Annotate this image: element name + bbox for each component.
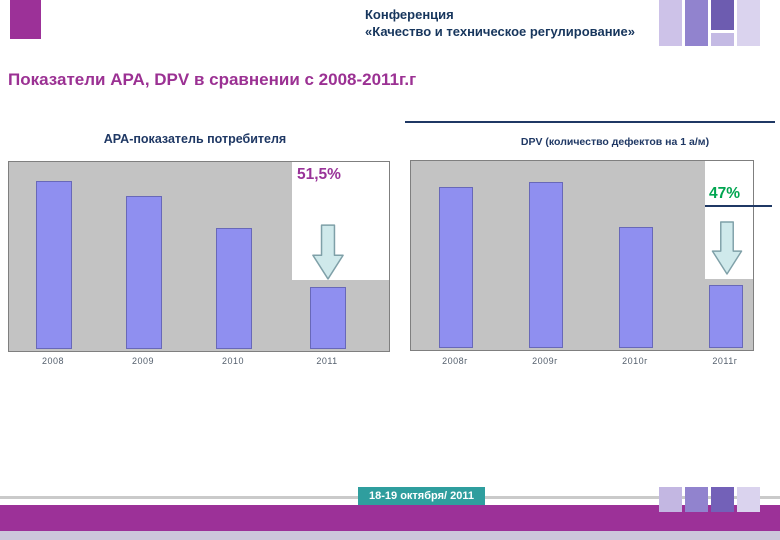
decorative-square <box>711 33 734 46</box>
dpv-annotation-rule <box>705 205 772 207</box>
down-arrow-icon <box>711 221 743 275</box>
bar-2008 <box>36 181 72 349</box>
apa-x-axis: 2008 2009 2010 2011 <box>8 356 390 368</box>
x-axis-label: 2010 <box>221 356 245 366</box>
bar-2010г <box>619 227 653 348</box>
x-axis-label: 2009г <box>532 356 558 366</box>
page-title: Показатели APA, DPV в сравнении с 2008-2… <box>8 70 417 89</box>
corner-accent-rect <box>10 0 41 39</box>
x-axis-label: 2008г <box>442 356 468 366</box>
decorative-square <box>685 0 708 46</box>
bar-2009г <box>529 182 563 348</box>
dpv-chart-title: DPV (количество дефектов на 1 а/м) <box>520 136 710 148</box>
bar-2009 <box>126 196 162 349</box>
footer-date-badge: 18-19 октября/ 2011 <box>358 487 485 505</box>
footer-bottom-strip <box>0 531 780 540</box>
x-axis-label: 2010г <box>622 356 648 366</box>
bar-2008г <box>439 187 473 348</box>
decorative-square <box>711 487 734 512</box>
down-arrow-icon <box>312 224 344 280</box>
footer-accent-band <box>0 505 780 531</box>
conference-header: Конференция «Качество и техническое регу… <box>365 6 635 40</box>
decorative-square <box>737 0 760 46</box>
x-axis-label: 2009 <box>131 356 155 366</box>
conference-header-line1: Конференция <box>365 7 454 22</box>
decorative-square <box>737 487 760 512</box>
bar-2010 <box>216 228 252 349</box>
decorative-square <box>711 0 734 30</box>
x-axis-label: 2011г <box>712 356 738 366</box>
dpv-chart-plot-area <box>410 160 754 351</box>
bar-2011г <box>709 285 743 348</box>
dpv-x-axis: 2008г 2009г 2010г 2011г <box>410 356 754 368</box>
dpv-annotation-value: 47% <box>709 185 741 202</box>
bar-2011 <box>310 287 346 349</box>
dpv-top-rule <box>405 121 775 123</box>
x-axis-label: 2008 <box>41 356 65 366</box>
x-axis-label: 2011 <box>316 356 338 366</box>
decorative-square <box>659 487 682 512</box>
conference-header-line2: «Качество и техническое регулирование» <box>365 24 635 39</box>
decorative-square <box>659 0 682 46</box>
decorative-square <box>685 487 708 512</box>
apa-annotation-value: 51,5% <box>297 166 341 183</box>
apa-chart-title: APA-показатель потребителя <box>103 132 287 146</box>
